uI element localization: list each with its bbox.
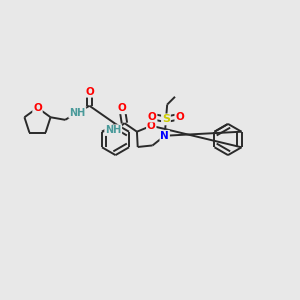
Text: O: O <box>118 103 127 113</box>
Text: NH: NH <box>105 125 121 135</box>
Text: S: S <box>162 114 170 124</box>
Text: O: O <box>33 103 42 113</box>
Text: O: O <box>175 112 184 122</box>
Text: N: N <box>160 131 169 141</box>
Text: NH: NH <box>69 108 85 118</box>
Text: O: O <box>148 112 157 122</box>
Text: O: O <box>147 121 156 131</box>
Text: O: O <box>85 87 94 97</box>
